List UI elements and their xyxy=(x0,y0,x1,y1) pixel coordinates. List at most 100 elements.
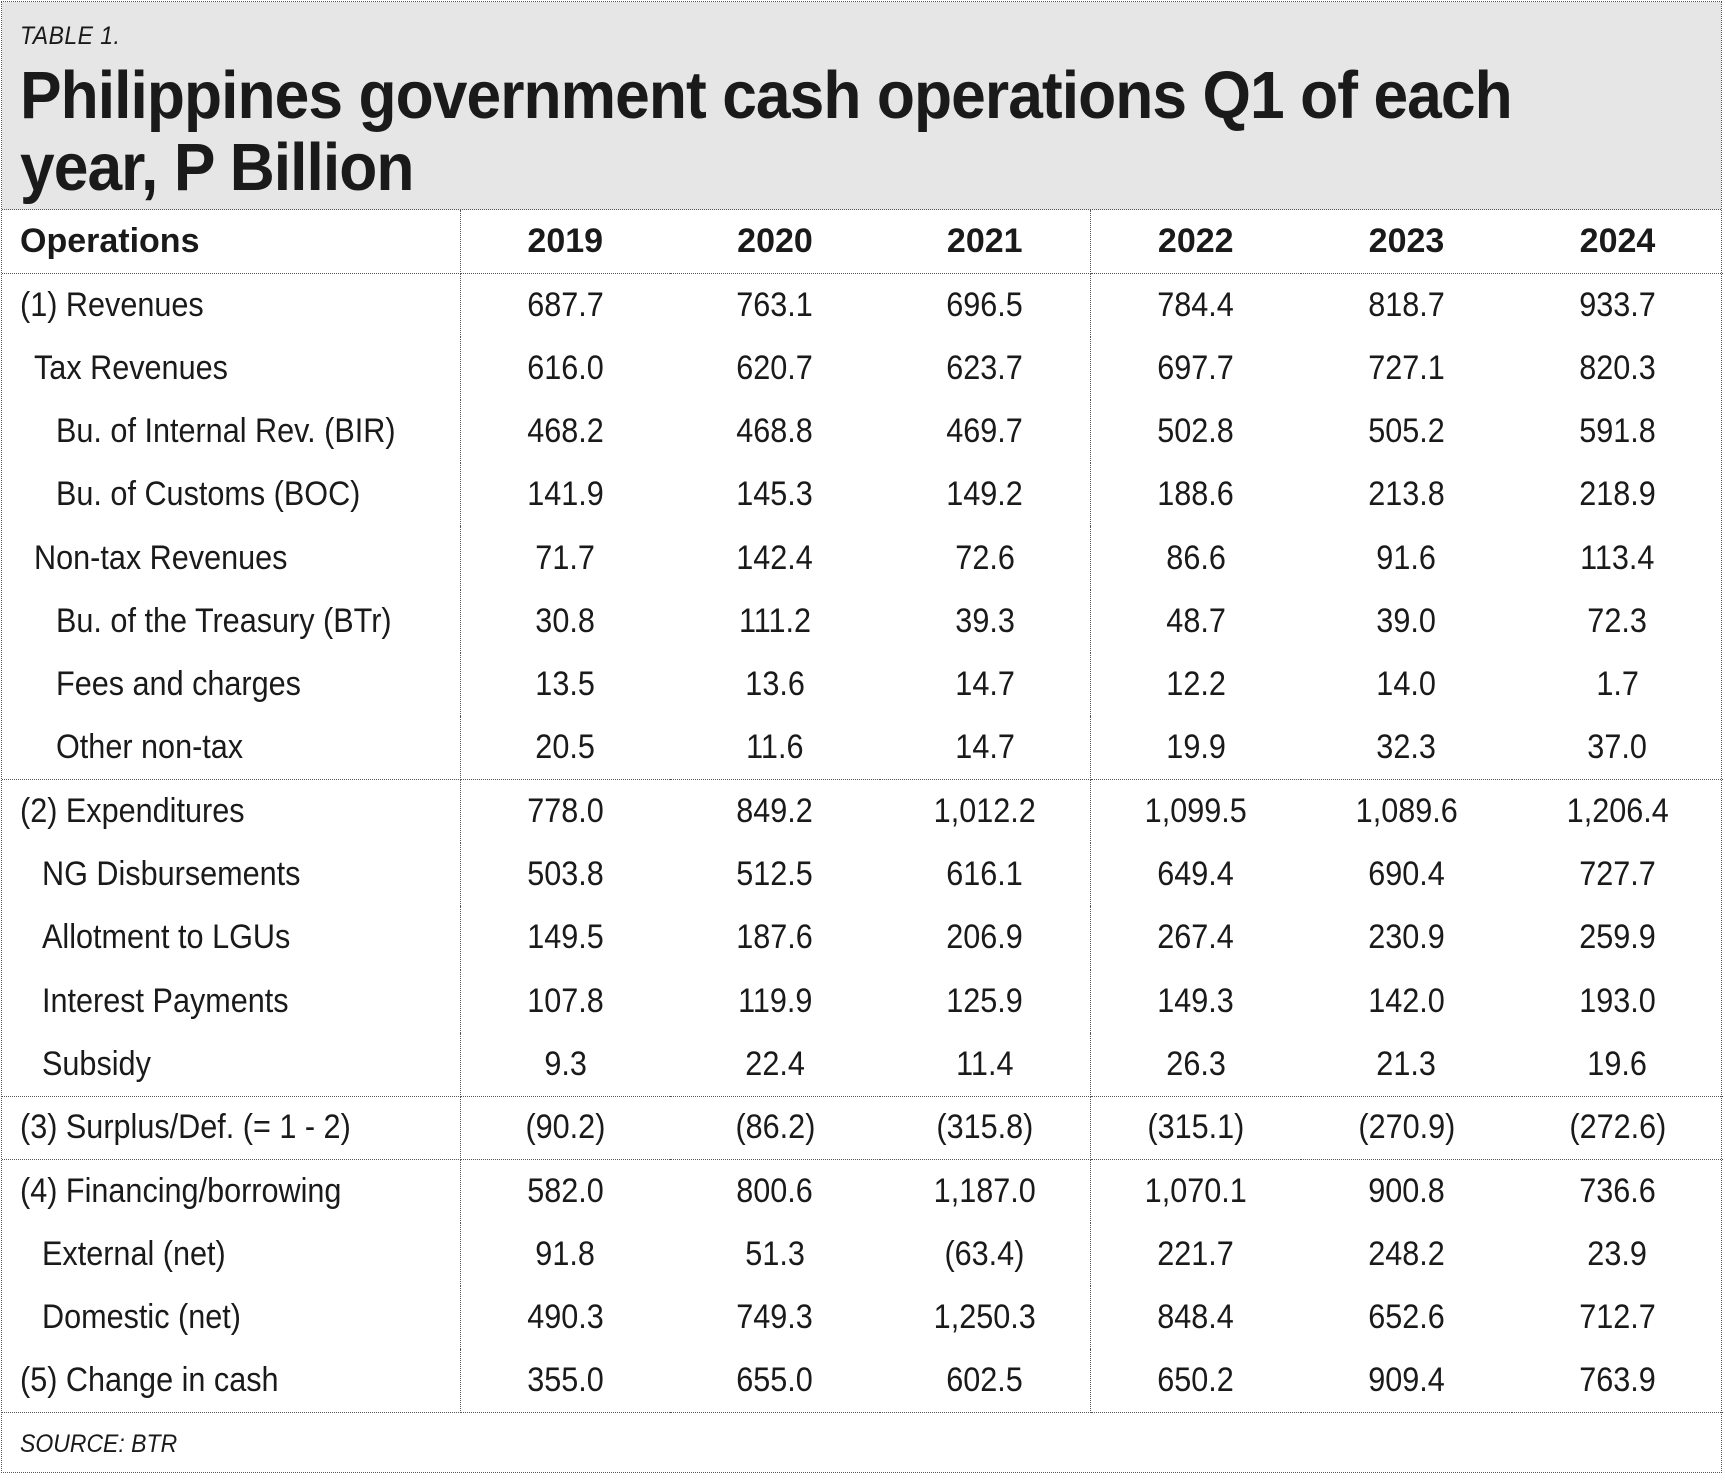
row-label: Interest Payments xyxy=(2,969,461,1033)
value-text: 602.5 xyxy=(946,1361,1024,1400)
value-text: 71.7 xyxy=(535,538,596,577)
row-label: (2) Expenditures xyxy=(2,779,461,843)
value-cell: 72.3 xyxy=(1512,590,1723,653)
value-text: 616.1 xyxy=(946,855,1024,894)
value-cell: 13.6 xyxy=(670,653,880,716)
column-header-operations: Operations xyxy=(2,210,461,274)
value-cell: 22.4 xyxy=(670,1032,880,1097)
table-label: TABLE 1. xyxy=(20,22,121,50)
value-cell: 778.0 xyxy=(460,780,670,843)
value-cell: 502.8 xyxy=(1090,400,1301,463)
value-cell: (90.2) xyxy=(460,1096,670,1160)
row-label-text: Non-tax Revenues xyxy=(34,538,288,577)
value-text: 248.2 xyxy=(1368,1234,1445,1273)
value-cell: 712.7 xyxy=(1512,1286,1723,1349)
value-cell: 763.9 xyxy=(1512,1349,1723,1414)
value-text: 582.0 xyxy=(526,1171,604,1210)
value-cell: 119.9 xyxy=(670,970,880,1033)
value-cell: 655.0 xyxy=(670,1349,880,1414)
column-header-year: 2020 xyxy=(670,210,880,274)
value-text: 267.4 xyxy=(1157,918,1235,957)
value-cell: 849.2 xyxy=(670,780,880,843)
row-label-text: Domestic (net) xyxy=(42,1298,241,1337)
row-label: (1) Revenues xyxy=(2,273,461,337)
row-label-text: (1) Revenues xyxy=(20,285,204,324)
value-text: (90.2) xyxy=(525,1108,606,1147)
value-text: (86.2) xyxy=(735,1108,815,1147)
value-text: 86.6 xyxy=(1165,538,1226,577)
value-text: 26.3 xyxy=(1165,1044,1226,1083)
value-cell: 687.7 xyxy=(460,273,670,336)
row-label-text: Bu. of Internal Rev. (BIR) xyxy=(56,412,396,451)
row-label-text: (3) Surplus/Def. (= 1 - 2) xyxy=(20,1108,351,1147)
value-cell: 582.0 xyxy=(460,1159,670,1222)
value-text: 14.7 xyxy=(954,665,1015,704)
value-cell: 650.2 xyxy=(1090,1349,1301,1414)
value-text: 616.0 xyxy=(526,348,604,387)
value-cell: 602.5 xyxy=(880,1349,1091,1414)
column-header-year: 2023 xyxy=(1301,210,1512,274)
value-cell: 11.4 xyxy=(880,1032,1091,1097)
value-text: 749.3 xyxy=(736,1298,814,1337)
row-label-text: Bu. of Customs (BOC) xyxy=(56,475,361,514)
value-text: 13.6 xyxy=(745,665,805,704)
table-row: Other non-tax 20.5 11.6 14.7 19.9 32.3 37.0 xyxy=(2,716,1723,781)
value-cell: 149.2 xyxy=(880,463,1091,527)
value-text: 125.9 xyxy=(946,981,1024,1020)
table-row: Subsidy 9.3 22.4 11.4 26.3 21.3 19.6 xyxy=(2,1032,1723,1097)
value-text: 113.4 xyxy=(1580,538,1655,577)
value-text: 818.7 xyxy=(1368,285,1445,324)
row-label: Other non-tax xyxy=(2,716,461,781)
value-text: 1,250.3 xyxy=(933,1298,1036,1337)
value-cell: 468.8 xyxy=(670,400,880,463)
row-label-text: Allotment to LGUs xyxy=(42,918,291,957)
column-header-year: 2019 xyxy=(460,210,670,274)
value-text: 142.0 xyxy=(1368,981,1445,1020)
value-text: 697.7 xyxy=(1157,348,1235,387)
value-cell: 149.3 xyxy=(1090,970,1301,1033)
row-label-text: Interest Payments xyxy=(42,981,289,1020)
value-cell: 1,187.0 xyxy=(880,1159,1091,1223)
value-text: 193.0 xyxy=(1579,981,1656,1020)
table-row: Tax Revenues 616.0 620.7 623.7 697.7 727.1 820… xyxy=(2,336,1723,400)
value-cell: 230.9 xyxy=(1301,906,1512,969)
value-text: 727.7 xyxy=(1579,855,1656,894)
value-cell: 727.1 xyxy=(1301,337,1512,400)
value-text: 591.8 xyxy=(1579,412,1656,451)
table-row: External (net) 91.8 51.3 (63.4) 221.7 248.2 23… xyxy=(2,1222,1723,1287)
value-text: 206.9 xyxy=(946,918,1024,957)
row-label-text: NG Disbursements xyxy=(42,855,301,894)
table-title: Philippines government cash operations Q… xyxy=(20,58,1513,205)
value-cell: 20.5 xyxy=(460,716,670,781)
value-text: 72.3 xyxy=(1587,601,1648,640)
value-text: 696.5 xyxy=(946,285,1024,324)
value-cell: (270.9) xyxy=(1301,1096,1512,1160)
value-cell: 800.6 xyxy=(670,1159,880,1222)
table-row: NG Disbursements 503.8 512.5 616.1 649.4 690.… xyxy=(2,842,1723,907)
value-cell: (63.4) xyxy=(880,1222,1091,1287)
value-cell: 591.8 xyxy=(1512,400,1723,463)
value-text: 620.7 xyxy=(736,348,814,387)
value-text: 502.8 xyxy=(1157,412,1235,451)
header-row: Operations 2019 2020 2021 2022 2023 2024 xyxy=(2,210,1723,274)
value-cell: 142.4 xyxy=(670,526,880,589)
value-cell: 248.2 xyxy=(1301,1223,1512,1286)
value-text: 107.8 xyxy=(526,981,604,1020)
value-cell: 1,012.2 xyxy=(880,779,1091,843)
value-cell: 218.9 xyxy=(1512,463,1723,526)
value-text: 11.4 xyxy=(956,1044,1014,1083)
value-text: 468.8 xyxy=(736,412,814,451)
value-cell: 21.3 xyxy=(1301,1032,1512,1097)
value-text: 468.2 xyxy=(526,412,604,451)
source-note: SOURCE: BTR xyxy=(20,1430,178,1458)
row-label-text: External (net) xyxy=(42,1234,226,1273)
table-row: Bu. of the Treasury (BTr) 30.8 111.2 39.3 48… xyxy=(2,589,1723,654)
value-text: 11.6 xyxy=(746,728,804,767)
value-cell: 26.3 xyxy=(1090,1032,1301,1097)
value-cell: 113.4 xyxy=(1512,526,1723,589)
value-text: 900.8 xyxy=(1368,1171,1445,1210)
value-cell: 91.6 xyxy=(1301,526,1512,589)
value-cell: 145.3 xyxy=(670,463,880,526)
value-text: 736.6 xyxy=(1579,1171,1656,1210)
